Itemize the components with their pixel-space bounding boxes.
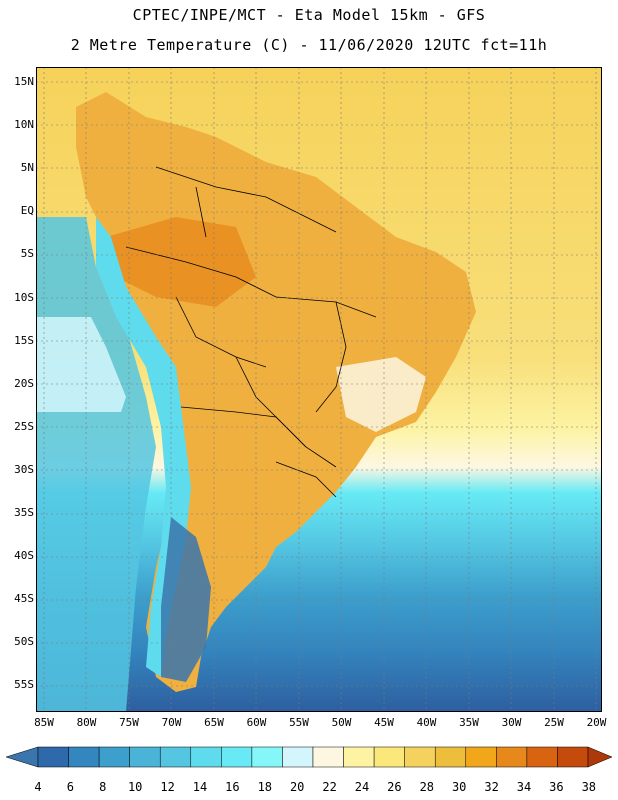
lon-label: 50W: [331, 716, 352, 729]
lon-label: 55W: [289, 716, 309, 729]
lat-label: 15N: [14, 75, 34, 88]
colorbar-tick-label: 32: [484, 780, 499, 794]
lat-label: 35S: [14, 506, 34, 519]
colorbar-swatch: [37, 746, 69, 768]
lon-label: 20W: [586, 716, 607, 729]
lon-label: 30W: [501, 716, 522, 729]
colorbar-swatch: [434, 746, 467, 768]
colorbar-tick-label: 6: [66, 780, 74, 794]
colorbar-high-arrow: [587, 746, 613, 768]
lon-label: 35W: [459, 716, 479, 729]
colorbar-tick-label: 26: [387, 780, 402, 794]
colorbar-tick-label: 38: [581, 780, 597, 794]
temperature-map: [36, 67, 602, 712]
colorbar-tick-label: 28: [419, 780, 435, 794]
colorbar-tick-label: 36: [549, 780, 564, 794]
colorbar-swatch: [129, 746, 161, 768]
colorbar-tick-label: 18: [257, 780, 273, 794]
map-canvas: [36, 67, 602, 712]
southeast-pale-zone: [336, 357, 426, 432]
lat-label: 30S: [14, 462, 34, 476]
colorbar-swatch: [557, 746, 589, 768]
colorbar-swatch: [526, 746, 558, 768]
lon-label: 65W: [204, 716, 224, 729]
lat-label: 10N: [14, 118, 34, 132]
colorbar-swatch: [404, 746, 436, 768]
colorbar-tick-label: 12: [160, 780, 175, 794]
lat-label: 40S: [14, 549, 34, 563]
colorbar-swatch: [159, 746, 192, 768]
lat-label: 45S: [14, 592, 34, 606]
lon-label: 60W: [246, 716, 267, 729]
country-borders: [125, 166, 377, 498]
lat-lon-grid: [36, 67, 602, 712]
colorbar-swatch: [98, 746, 130, 768]
map-frame: [36, 67, 602, 712]
colorbar-swatch: [221, 746, 253, 768]
colorbar-swatch: [251, 746, 283, 768]
colorbar-tick-label: 34: [516, 780, 532, 794]
colorbar-tick-label: 8: [99, 780, 107, 794]
lon-label: 70W: [161, 716, 182, 729]
lon-label: 25W: [544, 716, 564, 729]
map-title: CPTEC/INPE/MCT - Eta Model 15km - GFS: [132, 6, 486, 24]
lat-label: EQ: [20, 204, 34, 218]
color-scale-bar: [5, 746, 613, 768]
lon-label: 80W: [76, 716, 97, 729]
colorbar-swatch: [496, 746, 528, 768]
colorbar-tick-label: 16: [225, 780, 240, 794]
lon-label: 85W: [34, 716, 54, 729]
lat-label: 5N: [20, 161, 34, 175]
colorbar-swatch: [343, 746, 375, 768]
colorbar-tick-label: 14: [192, 780, 208, 794]
lat-label: 50S: [14, 635, 34, 649]
map-subtitle: 2 Metre Temperature (C) - 11/06/2020 12U…: [70, 36, 548, 54]
colorbar-tick-label: 24: [354, 780, 370, 794]
colorbar-swatch: [373, 746, 405, 768]
lat-label: 20S: [14, 376, 34, 390]
amazon-hot-zone: [106, 217, 256, 307]
pacific-pale-band: [36, 317, 126, 412]
lon-label: 40W: [416, 716, 437, 729]
patagonia-cold: [161, 517, 211, 682]
colorbar-swatch: [465, 746, 497, 768]
colorbar-tick-label: 22: [322, 780, 337, 794]
lat-label: 55S: [14, 678, 34, 692]
colorbar-low-arrow: [5, 746, 39, 768]
lat-label: 5S: [20, 247, 34, 261]
colorbar-swatch: [190, 746, 222, 768]
lat-label: 10S: [14, 290, 34, 304]
colorbar-tick-label: 4: [34, 780, 42, 794]
lat-label: 15S: [14, 333, 34, 347]
lat-label: 25S: [14, 419, 34, 433]
colorbar-swatch: [282, 746, 314, 768]
colorbar-tick-label: 10: [127, 780, 143, 794]
colorbar-swatch: [312, 746, 344, 768]
lon-label: 75W: [119, 716, 139, 729]
lon-label: 45W: [374, 716, 394, 729]
colorbar-tick-label: 20: [289, 780, 305, 794]
colorbar-tick-label: 30: [451, 780, 467, 794]
colorbar-swatch: [68, 746, 100, 768]
